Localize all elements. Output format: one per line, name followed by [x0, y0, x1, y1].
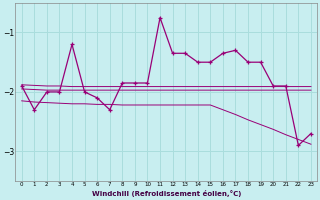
X-axis label: Windchill (Refroidissement éolien,°C): Windchill (Refroidissement éolien,°C) — [92, 190, 241, 197]
